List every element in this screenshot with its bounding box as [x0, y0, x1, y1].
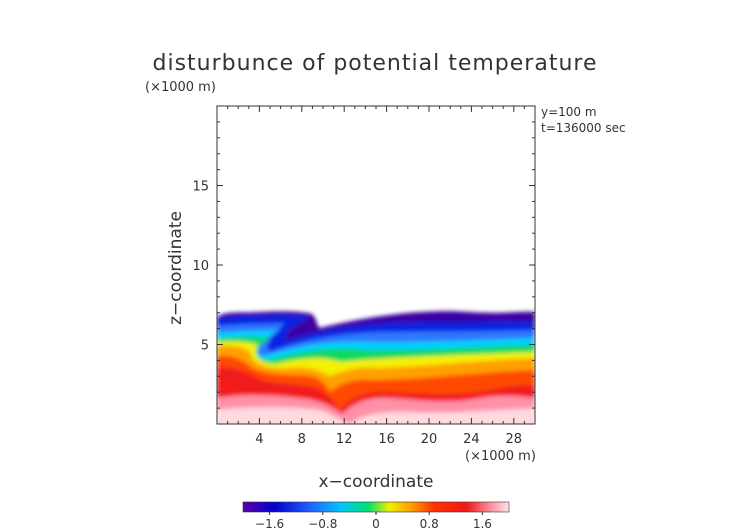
colorbar-tick-label: −0.8: [308, 517, 337, 531]
x-axis-ticks: 4 8 12 16 20 24 28: [227, 106, 525, 447]
x-tick-label: 24: [463, 432, 480, 447]
colorbar-tick-label: −1.6: [255, 517, 284, 531]
y-tick-label: 5: [201, 339, 209, 354]
x-axis-label: x−coordinate: [319, 472, 434, 492]
x-tick-label: 8: [298, 432, 306, 447]
y-tick-label: 15: [192, 180, 209, 195]
x-tick-label: 16: [378, 432, 395, 447]
x-tick-label: 28: [506, 432, 523, 447]
y-axis-ticks: 5 10 15: [192, 121, 535, 409]
chart-title: disturbunce of potential temperature: [153, 51, 598, 76]
annotation-y: y=100 m: [541, 105, 597, 119]
colorbar-tick-label: 1.6: [473, 517, 492, 531]
y-axis-unit: (×1000 m): [145, 80, 216, 95]
colorbar-tick-label: 0: [372, 517, 380, 531]
colorbar-tick-label: 0.8: [420, 517, 439, 531]
x-axis-unit: (×1000 m): [465, 449, 536, 464]
colorbar: [242, 501, 510, 513]
heatmap-field: [217, 311, 535, 424]
y-tick-label: 10: [192, 259, 209, 274]
x-tick-label: 4: [255, 432, 263, 447]
layer-light-pink: [217, 407, 535, 424]
annotation-t: t=136000 sec: [541, 121, 626, 135]
x-tick-label: 12: [336, 432, 353, 447]
cold-pocket-right: [420, 317, 500, 324]
colorbar-ticks: −1.6 −0.8 0 0.8 1.6: [255, 512, 492, 531]
x-tick-label: 20: [421, 432, 438, 447]
y-axis-label: z−coordinate: [166, 211, 186, 325]
